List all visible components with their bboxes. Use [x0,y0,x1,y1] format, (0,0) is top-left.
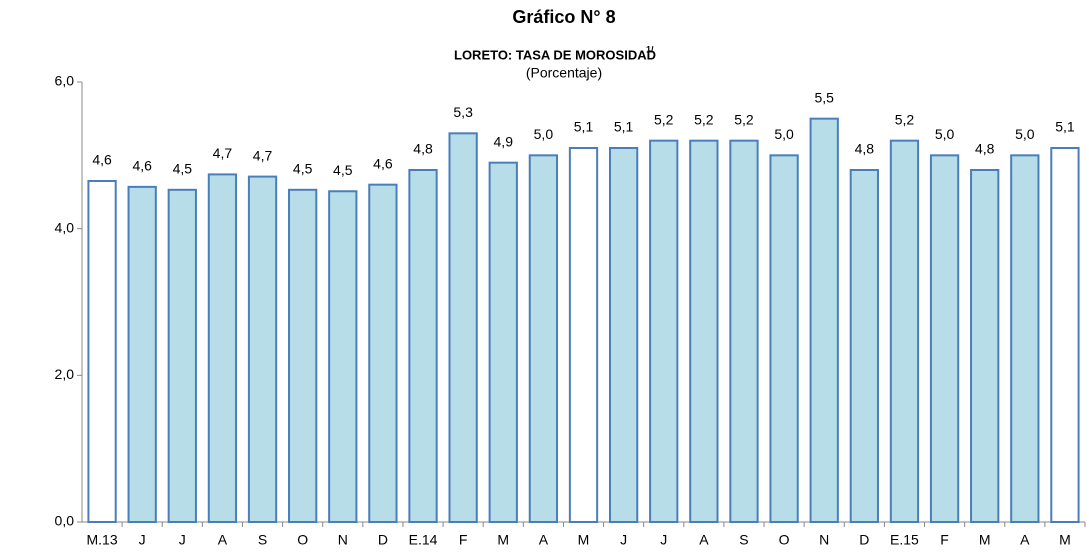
value-label: 4,5 [333,162,353,178]
value-label: 5,2 [654,111,674,127]
bar [849,169,879,523]
value-label: 5,2 [694,111,714,127]
bar [448,132,478,523]
bar [528,154,559,523]
unit-label: (Porcentaje) [526,65,602,81]
x-tick-label: M [1059,532,1071,548]
chart-subtitle: LORETO: TASA DE MOROSIDAD [454,47,656,62]
value-label: 5,0 [774,126,794,142]
y-tick-label: 6,0 [55,73,75,89]
x-tick-label: S [258,532,267,548]
y-tick-label: 0,0 [55,513,75,529]
bar [127,185,157,523]
value-label: 5,1 [1055,119,1075,135]
bar [288,188,318,524]
x-tick-label: S [739,532,748,548]
x-tick-label: J [660,532,667,548]
x-tick-label: A [539,532,549,548]
bar [87,180,117,523]
x-tick-label: M.13 [86,532,117,548]
value-label: 5,0 [1015,126,1035,142]
x-tick-label: M [578,532,590,548]
bar [608,147,639,523]
x-tick-label: D [859,532,869,548]
x-tick-label: O [297,532,308,548]
x-tick-label: A [699,532,709,548]
x-tick-label: F [940,532,949,548]
value-label: 5,0 [935,126,955,142]
value-label: 5,1 [614,119,634,135]
bar [729,139,759,524]
x-tick-label: A [218,532,228,548]
bar [408,169,438,523]
value-label: 4,7 [253,147,273,163]
value-label: 5,3 [453,104,473,120]
value-label: 4,8 [855,141,875,157]
y-tick-label: 4,0 [55,219,75,235]
bar [970,169,1000,523]
x-tick-label: D [378,532,388,548]
value-label: 5,5 [814,89,834,105]
x-tick-label: E.14 [409,532,438,548]
bar [929,154,960,523]
x-tick-label: N [819,532,829,548]
bar [649,139,679,524]
bar [368,183,398,524]
value-label: 4,7 [213,145,233,161]
value-label: 5,0 [534,126,554,142]
x-tick-label: M [979,532,991,548]
x-tick-label: J [620,532,627,548]
x-tick-label: N [338,532,348,548]
bar [488,161,518,524]
x-tick-label: J [139,532,146,548]
bar [689,139,719,524]
x-tick-label: A [1020,532,1030,548]
value-label: 4,6 [373,155,393,171]
bar [889,139,920,524]
subtitle-note: 1/ [646,44,654,54]
value-label: 5,1 [574,119,594,135]
bar [1010,154,1040,523]
x-tick-label: E.15 [890,532,919,548]
bar [568,147,599,523]
bar [167,188,197,524]
value-label: 4,9 [494,133,514,149]
value-label: 4,8 [413,141,433,157]
y-tick-label: 2,0 [55,366,75,382]
x-tick-label: F [459,532,468,548]
bar [328,190,358,523]
chart-title: Gráfico N° 8 [512,7,615,27]
value-label: 4,8 [975,141,995,157]
bar [247,175,278,523]
bar [809,117,839,524]
x-tick-label: O [779,532,790,548]
x-tick-label: M [497,532,509,548]
x-tick-label: J [179,532,186,548]
value-label: 5,2 [734,111,754,127]
value-label: 4,5 [293,161,313,177]
value-label: 4,6 [92,152,112,168]
value-label: 4,5 [173,161,193,177]
value-label: 5,2 [895,111,915,127]
value-label: 4,6 [132,158,152,174]
bar [769,154,799,523]
bar [1050,147,1080,523]
bar [207,173,238,523]
